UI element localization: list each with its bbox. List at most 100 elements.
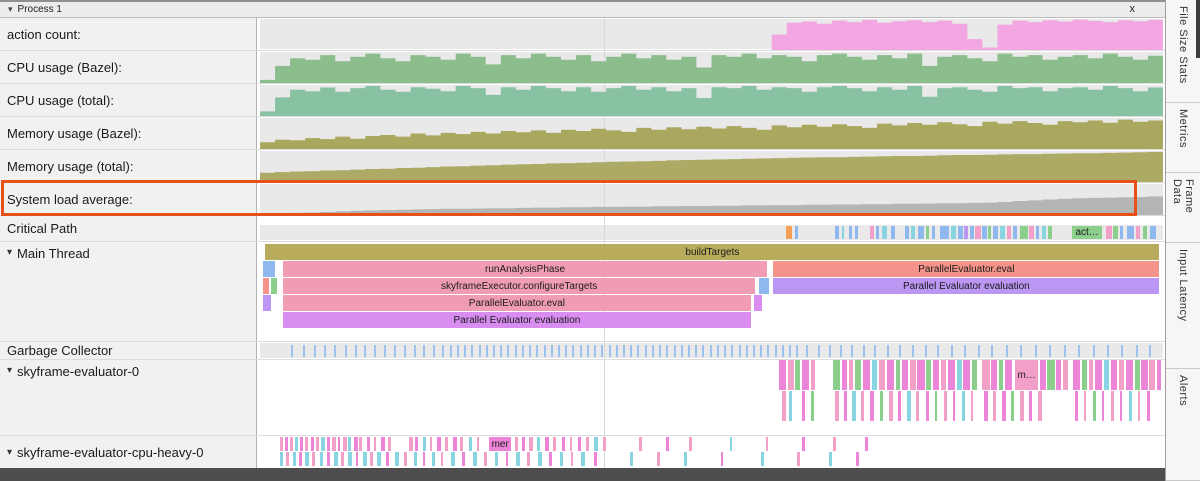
process-expander-icon[interactable]: ▾ <box>8 4 13 14</box>
trace-slice[interactable] <box>855 226 858 239</box>
trace-slice[interactable] <box>594 452 597 466</box>
trace-slice[interactable] <box>895 360 901 390</box>
trace-slice[interactable] <box>1072 360 1080 390</box>
slice-m[interactable]: m… <box>1014 360 1039 390</box>
trace-slice[interactable] <box>594 437 598 451</box>
trace-slice[interactable] <box>801 391 806 421</box>
trace-slice[interactable] <box>957 360 962 390</box>
trace-slice[interactable] <box>1118 360 1125 390</box>
gc-tick[interactable] <box>1020 345 1023 357</box>
trace-slice[interactable] <box>451 452 456 466</box>
trace-slice[interactable] <box>963 360 970 390</box>
gc-tick[interactable] <box>471 345 474 357</box>
trace-slice[interactable] <box>781 391 786 421</box>
trace-slice[interactable] <box>1035 226 1040 239</box>
trace-slice[interactable] <box>460 437 464 451</box>
gc-tick[interactable] <box>651 345 654 357</box>
trace-slice[interactable] <box>926 360 931 390</box>
gc-tick[interactable] <box>637 345 640 357</box>
trace-slice[interactable] <box>1056 360 1061 390</box>
tab-metrics[interactable]: Metrics <box>1166 103 1200 173</box>
trace-slice[interactable] <box>1119 391 1123 421</box>
trace-slice[interactable] <box>844 391 847 421</box>
trace-slice[interactable] <box>931 226 935 239</box>
trace-slice[interactable] <box>453 437 457 451</box>
gc-tick[interactable] <box>1049 345 1052 357</box>
trace-slice[interactable] <box>789 391 792 421</box>
trace-slice[interactable] <box>1081 360 1088 390</box>
slice-parallelevaluator-eval[interactable]: ParallelEvaluator.eval <box>773 261 1160 277</box>
slice-parallel-evaluator-evaluation[interactable]: Parallel Evaluator evaluation <box>283 312 751 328</box>
trace-slice[interactable] <box>1006 226 1012 239</box>
gc-tick[interactable] <box>1005 345 1008 357</box>
trace-slice[interactable] <box>639 437 642 451</box>
gc-tick[interactable] <box>507 345 510 357</box>
trace-slice[interactable] <box>286 452 289 466</box>
gc-tick[interactable] <box>485 345 488 357</box>
trace-slice[interactable] <box>1040 360 1046 390</box>
trace-slice[interactable] <box>940 360 947 390</box>
trace-slice[interactable] <box>835 226 839 239</box>
trace-slice[interactable] <box>1143 226 1147 239</box>
trace-slice[interactable] <box>948 360 956 390</box>
slice-mer[interactable]: mer <box>489 437 512 451</box>
gc-tick[interactable] <box>543 345 546 357</box>
gc-tick[interactable] <box>851 345 854 357</box>
gc-tick[interactable] <box>644 345 647 357</box>
trace-slice[interactable] <box>1029 226 1034 239</box>
trace-slice[interactable] <box>918 226 924 239</box>
trace-slice[interactable] <box>505 452 509 466</box>
trace-slice[interactable] <box>911 226 915 239</box>
trace-slice[interactable] <box>801 437 805 451</box>
trace-slice[interactable] <box>1104 360 1109 390</box>
evaluator0-expander-icon[interactable]: ▾ <box>7 365 13 376</box>
main-thread-chart-area[interactable]: buildTargets runAnalysisPhase ParallelEval… <box>257 242 1165 341</box>
trace-slice[interactable] <box>828 452 832 466</box>
trace-slice[interactable] <box>925 391 930 421</box>
trace-slice[interactable] <box>993 391 996 421</box>
gc-tick[interactable] <box>695 345 698 357</box>
gc-tick[interactable] <box>1092 345 1095 357</box>
trace-slice[interactable] <box>1048 226 1052 239</box>
gc-tick[interactable] <box>354 345 357 357</box>
gc-tick[interactable] <box>753 345 756 357</box>
trace-slice[interactable] <box>326 452 330 466</box>
action-count-chart[interactable] <box>260 19 1163 50</box>
trace-slice[interactable] <box>537 437 540 451</box>
gc-tick[interactable] <box>673 345 676 357</box>
trace-slice[interactable] <box>835 391 839 421</box>
trace-slice[interactable] <box>1041 226 1047 239</box>
cpu-heavy-chart-area[interactable]: mer <box>257 436 1165 468</box>
trace-slice[interactable] <box>833 437 837 451</box>
gc-chart-area[interactable] <box>257 342 1165 359</box>
trace-slice[interactable] <box>975 226 981 239</box>
trace-slice[interactable] <box>494 452 499 466</box>
gc-tick[interactable] <box>442 345 445 357</box>
main-thread-expander-icon[interactable]: ▾ <box>7 247 13 258</box>
process-close-button[interactable]: x <box>1129 3 1136 15</box>
trace-slice[interactable] <box>1002 391 1006 421</box>
trace-slice[interactable] <box>993 226 998 239</box>
gc-tick[interactable] <box>796 345 799 357</box>
trace-slice[interactable] <box>483 452 487 466</box>
trace-slice[interactable] <box>1113 226 1118 239</box>
trace-slice[interactable] <box>315 437 319 451</box>
trace-slice[interactable] <box>904 226 910 239</box>
trace-slice[interactable] <box>950 226 957 239</box>
trace-slice[interactable] <box>527 452 530 466</box>
trace-slice[interactable] <box>305 452 309 466</box>
gc-tick[interactable] <box>303 345 306 357</box>
trace-slice[interactable] <box>729 437 733 451</box>
trace-slice[interactable] <box>1128 391 1133 421</box>
trace-slice[interactable] <box>332 437 336 451</box>
trace-slice[interactable] <box>1004 360 1013 390</box>
trace-slice[interactable] <box>1029 391 1033 421</box>
trace-slice[interactable] <box>907 391 912 421</box>
trace-slice[interactable] <box>961 391 966 421</box>
trace-slice[interactable] <box>898 391 902 421</box>
trace-slice[interactable] <box>341 452 344 466</box>
trace-slice[interactable] <box>1088 360 1094 390</box>
trace-slice[interactable] <box>943 391 948 421</box>
gc-tick[interactable] <box>806 345 809 357</box>
trace-slice[interactable] <box>355 452 359 466</box>
